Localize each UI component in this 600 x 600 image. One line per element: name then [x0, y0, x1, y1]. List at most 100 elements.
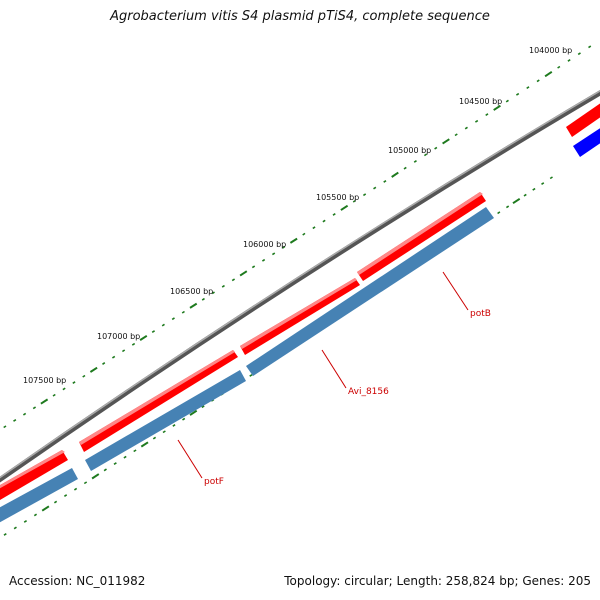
minor-tick [23, 520, 28, 523]
minor-tick [151, 330, 156, 333]
minor-tick [3, 425, 7, 429]
minor-tick [505, 205, 510, 209]
gene-label-lines [177, 271, 469, 479]
minor-tick [33, 513, 38, 517]
minor-tick [523, 193, 527, 197]
minor-tick [22, 412, 27, 416]
length-text: Length: 258,824 bp [389, 574, 515, 588]
major-tick [189, 409, 198, 416]
backbone-track [0, 90, 600, 483]
minor-tick [541, 182, 545, 185]
sequence-info: Topology: circularLength: 258,824 bpGene… [284, 574, 591, 588]
major-tick [139, 334, 148, 341]
minor-tick [302, 232, 306, 236]
minor-tick [403, 166, 407, 170]
minor-tick [588, 45, 592, 49]
backbone-highlight [0, 90, 600, 479]
scale-label: 105000 bp [388, 146, 431, 155]
scale-label: 105500 bp [316, 193, 359, 202]
minor-tick [103, 468, 107, 472]
minor-tick [171, 317, 175, 321]
minor-tick [201, 297, 205, 301]
cds-feature-Avi_8156 [246, 207, 494, 376]
accession-label: Accession: [9, 574, 73, 588]
scale-label: 107500 bp [23, 376, 66, 385]
scale-labels: 104000 bp 104500 bp 105000 bp 105500 bp 1060… [23, 46, 572, 385]
minor-tick [82, 374, 86, 378]
minor-tick [474, 119, 479, 123]
label-line-potB [442, 271, 469, 311]
minor-tick [72, 381, 76, 384]
minor-tick [13, 419, 17, 422]
major-tick [91, 473, 100, 480]
gene-feature [79, 350, 238, 452]
minor-tick [102, 362, 106, 365]
minor-tick [261, 258, 266, 262]
cds-track [0, 128, 600, 523]
topology-text: Topology: circular [284, 574, 389, 588]
minor-tick [497, 211, 501, 215]
cds-feature-potF [85, 370, 246, 471]
minor-tick [536, 79, 540, 83]
minor-tick [505, 99, 509, 103]
minor-tick [121, 349, 126, 353]
minor-tick [373, 186, 377, 190]
minor-tick [123, 455, 127, 459]
minor-tick [282, 245, 286, 249]
scale-label: 107000 bp [97, 332, 140, 341]
cds-feature [573, 128, 600, 157]
minor-tick [271, 252, 276, 256]
minor-tick [3, 533, 7, 536]
minor-tick [332, 213, 336, 216]
major-tick [239, 270, 248, 277]
accession-value: NC_011982 [76, 574, 146, 588]
minor-tick [383, 180, 387, 183]
minor-tick [423, 153, 428, 157]
minor-tick [557, 65, 561, 69]
minor-tick [53, 500, 58, 504]
major-tick [340, 204, 349, 211]
minor-tick [83, 481, 88, 485]
gene-track [0, 103, 600, 501]
minor-tick [172, 424, 176, 427]
minor-tick [162, 430, 166, 434]
major-tick [140, 441, 149, 448]
label-line-Avi_8156 [321, 349, 347, 389]
major-tick [391, 171, 399, 178]
minor-tick [485, 113, 489, 117]
minor-tick [211, 291, 215, 295]
minor-tick [182, 417, 186, 421]
minor-tick [251, 265, 256, 269]
minor-tick [413, 160, 417, 163]
minor-tick [249, 374, 253, 377]
major-tick [89, 366, 98, 373]
accession-info: Accession: NC_011982 [9, 574, 145, 588]
gene-feature-potB [357, 192, 486, 281]
minor-tick [111, 355, 116, 359]
minor-tick [221, 284, 225, 288]
gene-label-potF: potF [204, 477, 224, 487]
minor-tick [532, 187, 536, 191]
minor-tick [549, 176, 553, 180]
minor-tick [515, 92, 520, 96]
minor-tick [526, 86, 530, 90]
minor-tick [231, 278, 236, 282]
minor-tick [62, 387, 66, 391]
scale-label: 104500 bp [459, 97, 502, 106]
minor-tick [577, 52, 581, 56]
minor-tick [454, 133, 458, 137]
major-tick [493, 104, 501, 111]
scale-label: 104000 bp [529, 46, 572, 55]
minor-tick [152, 436, 157, 440]
major-tick [41, 505, 50, 512]
major-tick [289, 237, 298, 244]
genes-count-text: Genes: 205 [514, 574, 591, 588]
major-tick [512, 197, 521, 205]
minor-tick [13, 526, 17, 530]
minor-tick [73, 487, 78, 491]
gene-label-potB: potB [470, 309, 491, 319]
minor-tick [32, 406, 37, 410]
minor-tick [52, 393, 56, 397]
